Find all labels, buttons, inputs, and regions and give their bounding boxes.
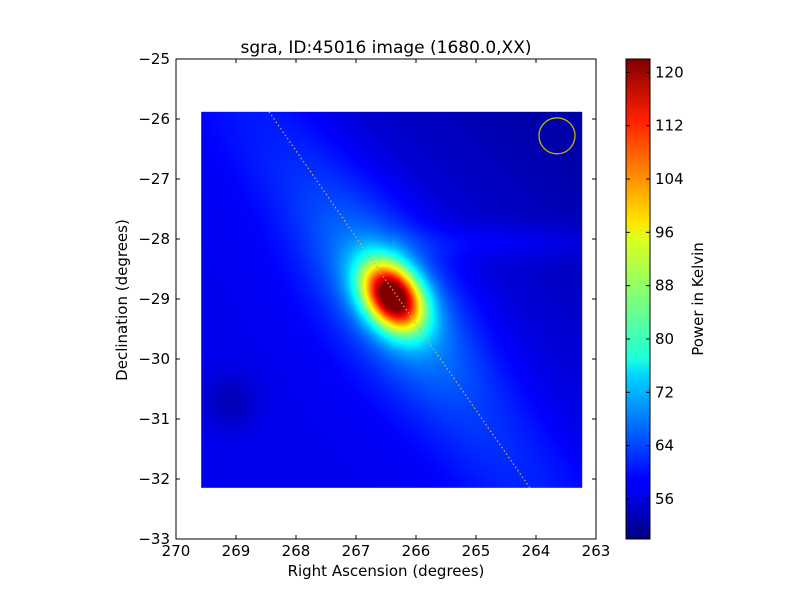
chart-title: sgra, ID:45016 image (1680.0,XX) [241,38,532,58]
x-tick-label: 265 [462,542,491,560]
y-axis-label: Declination (degrees) [113,219,131,381]
colorbar-label: Power in Kelvin [689,242,707,356]
y-tick-label: −30 [138,350,170,368]
x-tick-label: 264 [522,542,551,560]
colorbar-tick-label: 72 [655,383,674,401]
colorbar-tick-label: 104 [655,170,684,188]
heatmap-image [201,111,583,488]
y-tick-label: −29 [138,290,170,308]
colorbar-tick-label: 64 [655,437,674,455]
x-tick-label: 270 [162,542,191,560]
colorbar-tick-label: 120 [655,63,684,81]
x-tick-label: 268 [282,542,311,560]
x-tick-label: 266 [402,542,431,560]
colorbar-gradient [625,58,651,540]
colorbar-tick-label: 96 [655,223,674,241]
y-tick-label: −31 [138,410,170,428]
y-tick-label: −27 [138,170,170,188]
y-tick-label: −25 [138,50,170,68]
colorbar: 56 64 72 80 88 96 104 112 120 [625,58,684,540]
y-tick-label: −26 [138,110,170,128]
beam-circle [538,117,576,155]
colorbar-tick-label: 80 [655,330,674,348]
x-tick-label: 267 [342,542,371,560]
colorbar-tick-label: 112 [655,117,684,135]
x-axis-label: Right Ascension (degrees) [288,562,485,580]
plot-area: 270 269 268 267 266 265 264 263 −25 −26 −27 −28 −29 −… [138,50,610,560]
y-tick-label: −28 [138,230,170,248]
x-tick-label: 269 [222,542,251,560]
x-tick-label: 263 [582,542,611,560]
colorbar-tick-label: 88 [655,277,674,295]
colorbar-tick-label: 56 [655,490,674,508]
y-tick-label: −33 [138,530,170,548]
galactic-plane-line [268,111,531,488]
y-tick-label: −32 [138,470,170,488]
